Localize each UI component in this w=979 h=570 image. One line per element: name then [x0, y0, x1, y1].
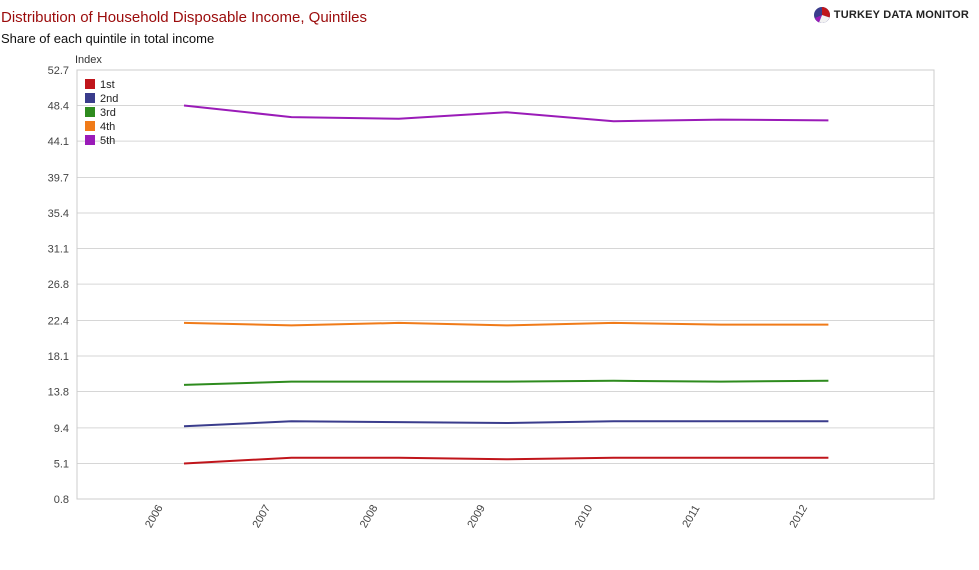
pie-logo-icon	[813, 7, 830, 23]
x-tick-label: 2011	[680, 503, 702, 529]
x-tick-label: 2009	[465, 503, 488, 530]
legend-swatch	[85, 121, 95, 131]
y-tick-label: 22.4	[48, 315, 69, 327]
legend-label[interactable]: 4th	[100, 121, 115, 133]
legend: 1st 2nd 3rd 4th 5th	[85, 79, 118, 147]
series-lines	[183, 104, 829, 465]
brand-name: TURKEY DATA MONITOR	[833, 9, 969, 21]
x-tick-label: 2008	[358, 503, 381, 530]
plot-frame	[76, 69, 935, 500]
x-tick-label: 2010	[573, 503, 596, 530]
x-axis-ticks: 2006 2007 2008 2009 2010 2011 2012	[143, 503, 810, 530]
legend-label[interactable]: 1st	[100, 79, 115, 91]
y-tick-label: 48.4	[48, 101, 69, 113]
legend-label[interactable]: 2nd	[100, 93, 118, 105]
y-tick-label: 9.4	[54, 423, 69, 435]
y-tick-label: 44.1	[48, 136, 69, 148]
y-axis-ticks: 52.7 48.4 44.1 39.7 35.4 31.1 26.8 22.4 18.1 13.8…	[48, 65, 69, 506]
chart-title: Distribution of Household Disposable Inc…	[1, 9, 368, 26]
grid-lines	[77, 69, 934, 500]
y-tick-label: 26.8	[48, 279, 69, 291]
series-line-1st[interactable]	[183, 456, 829, 465]
series-line-3rd[interactable]	[183, 379, 829, 386]
chart-subtitle: Share of each quintile in total income	[1, 31, 215, 46]
brand-logo[interactable]: TURKEY DATA MONITOR	[813, 6, 969, 24]
legend-swatch	[85, 93, 95, 103]
y-tick-label: 0.8	[54, 494, 69, 506]
legend-label[interactable]: 3rd	[100, 107, 116, 119]
x-tick-label: 2007	[250, 503, 273, 530]
y-axis-label: Index	[75, 54, 102, 66]
y-tick-label: 5.1	[54, 458, 69, 470]
series-line-5th[interactable]	[183, 104, 829, 123]
y-tick-label: 52.7	[48, 65, 69, 77]
legend-swatch	[85, 135, 95, 145]
y-tick-label: 35.4	[48, 208, 69, 220]
y-tick-label: 13.8	[48, 387, 69, 399]
x-tick-label: 2012	[787, 503, 810, 530]
legend-swatch	[85, 107, 95, 117]
x-tick-label: 2006	[143, 503, 166, 530]
series-line-4th[interactable]	[183, 321, 829, 327]
legend-label[interactable]: 5th	[100, 135, 115, 147]
y-tick-label: 39.7	[48, 172, 69, 184]
legend-swatch	[85, 79, 95, 89]
y-tick-label: 31.1	[48, 244, 69, 256]
series-line-2nd[interactable]	[183, 420, 829, 428]
y-tick-label: 18.1	[48, 351, 69, 363]
